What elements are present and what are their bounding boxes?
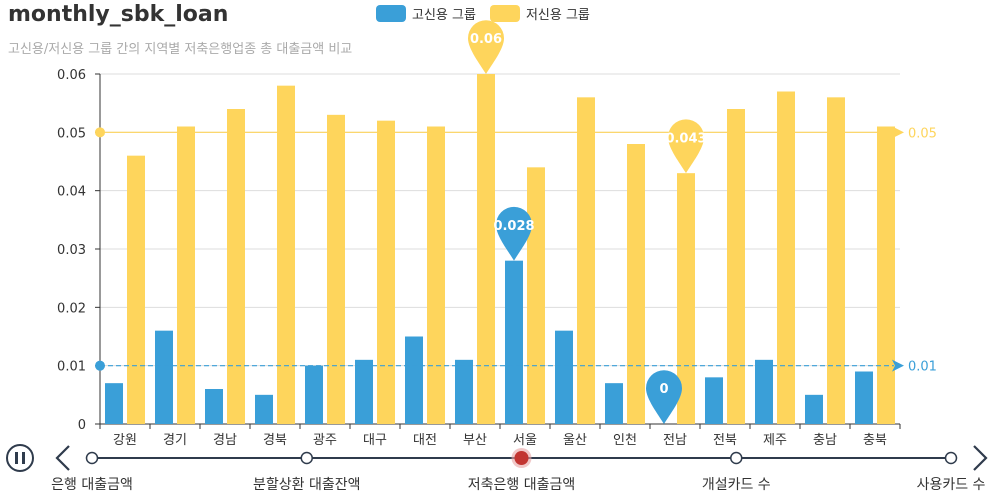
timeline-label[interactable]: 사용카드 수 bbox=[917, 477, 986, 493]
mark-point-label: 0.028 bbox=[493, 219, 534, 234]
bar-low-인천 bbox=[627, 144, 645, 424]
x-tick-label: 서울 bbox=[513, 433, 537, 448]
mark-point-pin bbox=[496, 206, 532, 261]
bar-high-강원 bbox=[105, 383, 123, 424]
y-tick-label: 0 bbox=[78, 418, 86, 433]
pause-icon-bar bbox=[22, 452, 25, 464]
x-tick-label: 충북 bbox=[863, 433, 887, 448]
timeline-point-active[interactable] bbox=[514, 451, 529, 465]
timeline-label[interactable]: 분할상환 대출잔액 bbox=[253, 477, 361, 493]
bar-low-경북 bbox=[277, 85, 295, 425]
mark-line-start-dot bbox=[95, 127, 105, 138]
y-tick-label: 0.05 bbox=[57, 126, 86, 141]
bar-low-경기 bbox=[177, 126, 195, 424]
timeline-point[interactable] bbox=[944, 451, 958, 465]
bar-high-울산 bbox=[555, 330, 573, 424]
bar-low-대전 bbox=[427, 126, 445, 424]
bar-low-서울 bbox=[527, 167, 545, 425]
legend-label-low: 저신용 그룹 bbox=[525, 8, 590, 23]
bar-low-전남 bbox=[677, 173, 695, 424]
x-tick-label: 경남 bbox=[213, 433, 237, 448]
legend-item-high-credit[interactable]: 고신용 그룹 bbox=[376, 4, 476, 23]
x-tick-label: 경기 bbox=[163, 433, 187, 448]
x-tick-label: 울산 bbox=[563, 433, 587, 448]
bar-low-전북 bbox=[727, 109, 745, 424]
bar-high-인천 bbox=[605, 383, 623, 424]
mark-point-pin bbox=[668, 119, 704, 174]
bar-high-광주 bbox=[305, 365, 323, 424]
x-tick-label: 제주 bbox=[763, 433, 787, 448]
mark-point-label: 0.043 bbox=[665, 131, 706, 146]
pause-icon[interactable] bbox=[6, 444, 34, 472]
mark-line-label: 0.05 bbox=[908, 126, 937, 141]
bar-high-제주 bbox=[755, 359, 773, 424]
bar-low-울산 bbox=[577, 97, 595, 424]
timeline-point[interactable] bbox=[730, 451, 743, 465]
bar-low-충북 bbox=[877, 126, 895, 424]
bar-high-대구 bbox=[355, 359, 373, 424]
chevron-right-icon[interactable] bbox=[973, 445, 988, 471]
x-tick-label: 대전 bbox=[413, 433, 437, 448]
timeline-label[interactable]: 저축은행 대출금액 bbox=[468, 477, 576, 493]
timeline-point[interactable] bbox=[85, 451, 99, 465]
timeline-point[interactable] bbox=[300, 451, 313, 465]
bar-low-대구 bbox=[377, 120, 395, 425]
y-tick-label: 0.02 bbox=[57, 301, 86, 316]
x-tick-label: 강원 bbox=[113, 433, 137, 448]
bar-low-강원 bbox=[127, 155, 145, 424]
bar-low-충남 bbox=[827, 97, 845, 424]
bar-high-경북 bbox=[255, 394, 273, 424]
x-tick-label: 전남 bbox=[663, 433, 687, 448]
y-tick-label: 0.01 bbox=[57, 360, 86, 375]
timeline-label[interactable]: 개설카드 수 bbox=[702, 477, 771, 493]
mark-line-arrow-icon bbox=[892, 126, 904, 139]
mark-line-label: 0.01 bbox=[908, 360, 937, 375]
bar-low-제주 bbox=[777, 91, 795, 424]
x-tick-label: 전북 bbox=[713, 433, 737, 448]
x-tick-label: 인천 bbox=[613, 433, 637, 448]
mark-point-label: 0.06 bbox=[470, 32, 502, 47]
mark-point-pin bbox=[468, 20, 504, 75]
legend-item-low-credit[interactable]: 저신용 그룹 bbox=[489, 4, 590, 23]
bar-high-경기 bbox=[155, 330, 173, 424]
legend: 고신용 그룹 저신용 그룹 bbox=[376, 4, 590, 23]
bar-high-서울 bbox=[505, 260, 523, 424]
legend-swatch-high bbox=[376, 5, 406, 22]
y-tick-label: 0.03 bbox=[57, 243, 86, 258]
bar-high-충북 bbox=[855, 371, 873, 424]
bar-high-전북 bbox=[705, 377, 723, 424]
x-tick-label: 충남 bbox=[813, 433, 837, 448]
chart-title: monthly_sbk_loan bbox=[8, 2, 229, 27]
y-tick-label: 0.04 bbox=[57, 185, 86, 200]
mark-point-pin bbox=[646, 370, 682, 424]
mark-line-start-dot bbox=[95, 360, 105, 371]
x-tick-label: 부산 bbox=[463, 433, 487, 448]
bar-low-광주 bbox=[327, 114, 345, 424]
bar-high-대전 bbox=[405, 336, 423, 424]
x-tick-label: 대구 bbox=[363, 433, 387, 448]
bar-low-경남 bbox=[227, 109, 245, 424]
x-tick-label: 광주 bbox=[313, 433, 337, 448]
bar-high-부산 bbox=[455, 359, 473, 424]
y-tick-label: 0.06 bbox=[57, 68, 86, 83]
timeline-label[interactable]: 은행 대출금액 bbox=[51, 477, 133, 493]
pause-icon-bar bbox=[15, 452, 18, 464]
chevron-left-icon[interactable] bbox=[55, 445, 70, 471]
mark-line-arrow-icon bbox=[892, 359, 904, 372]
bar-low-부산 bbox=[477, 74, 495, 424]
x-tick-label: 경북 bbox=[263, 433, 287, 448]
bar-high-경남 bbox=[205, 389, 223, 424]
legend-label-high: 고신용 그룹 bbox=[412, 8, 476, 23]
mark-point-label: 0 bbox=[659, 382, 668, 397]
bar-high-충남 bbox=[805, 394, 823, 424]
chart-subtitle: 고신용/저신용 그룹 간의 지역별 저축은행업종 총 대출금액 비교 bbox=[8, 42, 353, 57]
legend-swatch-low bbox=[489, 5, 520, 22]
